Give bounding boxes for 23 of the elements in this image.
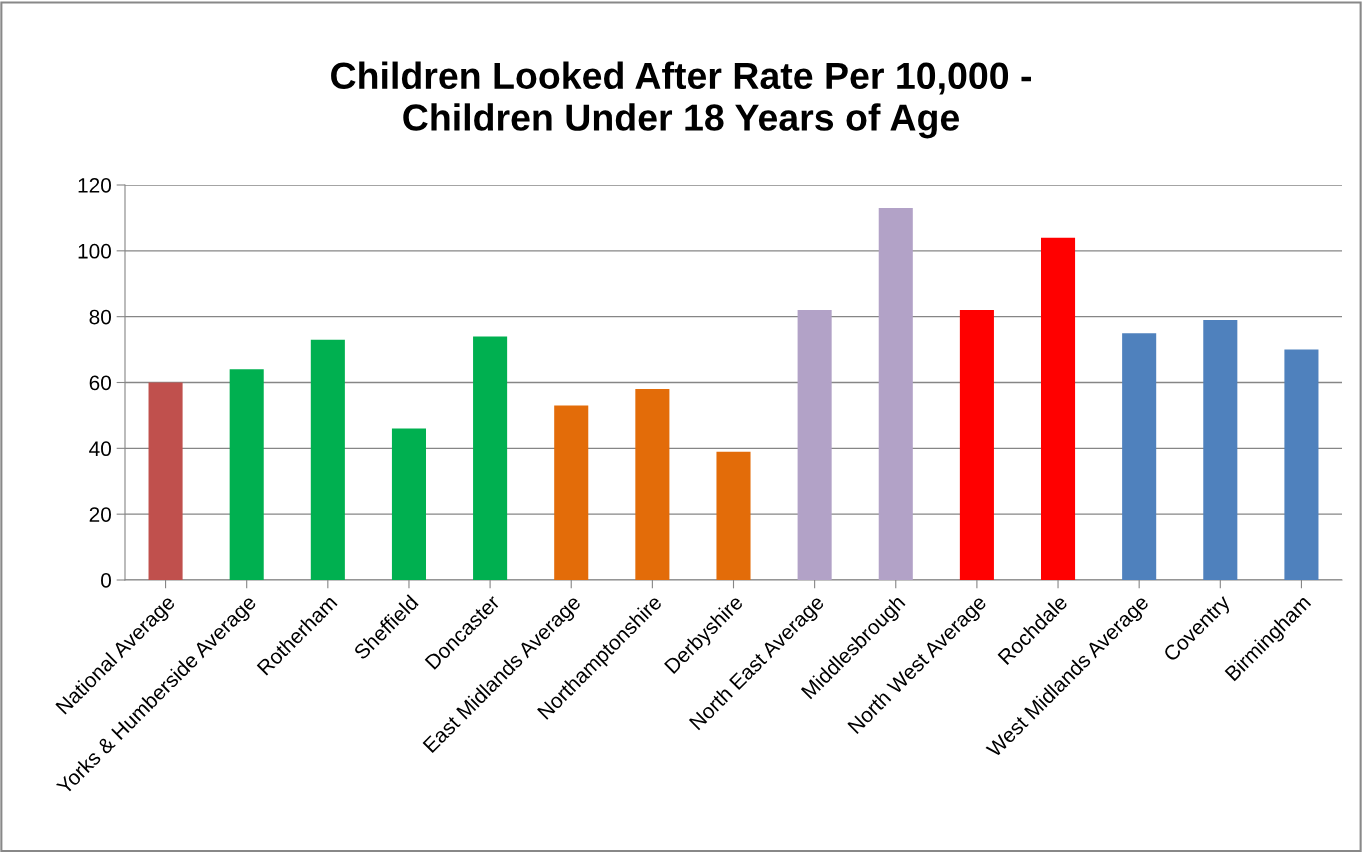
bar — [635, 389, 670, 580]
bar — [473, 336, 508, 580]
bar — [959, 310, 994, 580]
y-tick-label: 100 — [78, 243, 111, 259]
bar — [1284, 349, 1319, 580]
bar — [310, 339, 345, 580]
bar — [391, 428, 426, 580]
bar — [878, 208, 913, 580]
y-tick-label: 120 — [78, 178, 111, 193]
y-tick-label: 20 — [89, 507, 111, 522]
y-tick-label: 60 — [89, 375, 111, 391]
y-tick-label: 80 — [89, 309, 111, 325]
bar — [554, 405, 589, 580]
y-tick-label: 40 — [89, 441, 111, 457]
bar — [148, 382, 183, 580]
bar — [716, 451, 751, 580]
bar — [1122, 333, 1157, 580]
chart-title: Children Looked After Rate Per 10,000 - Children Under 18 Years of Age — [331, 61, 1031, 139]
y-tick-label: 0 — [101, 573, 111, 588]
bar — [1203, 319, 1238, 580]
bar — [797, 310, 832, 580]
bar — [1041, 237, 1076, 580]
bar — [229, 369, 264, 580]
